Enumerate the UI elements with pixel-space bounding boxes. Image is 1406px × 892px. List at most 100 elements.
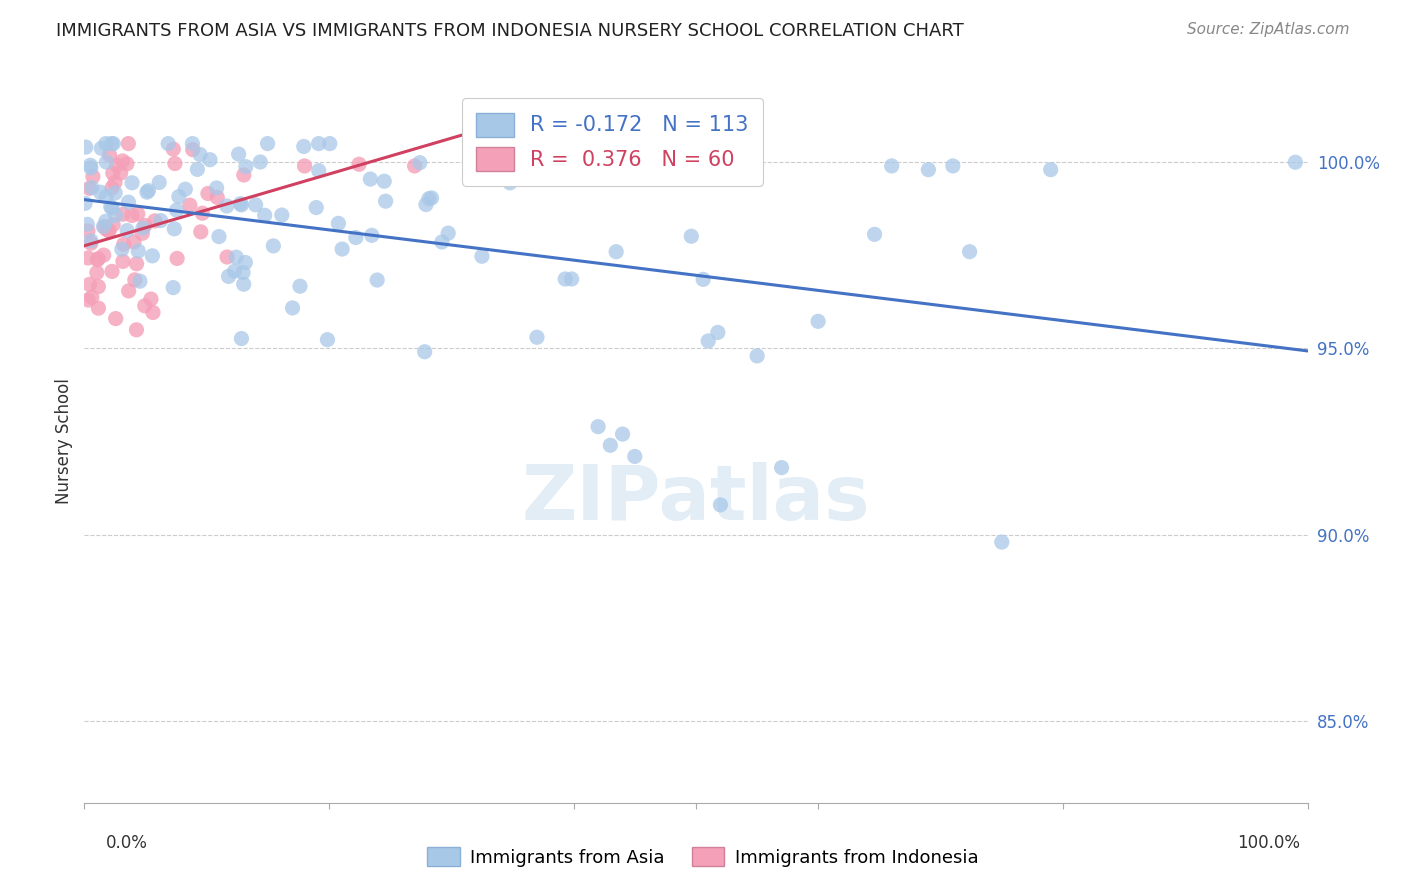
Point <box>143 214 166 228</box>
Point <box>117 136 139 151</box>
Point <box>232 277 254 292</box>
Point <box>80 180 103 194</box>
Point <box>205 181 228 195</box>
Point <box>959 244 981 259</box>
Text: 0.0%: 0.0% <box>105 834 148 852</box>
Point <box>77 293 100 307</box>
Point <box>112 237 135 252</box>
Point <box>181 143 204 157</box>
Point <box>73 196 96 211</box>
Point <box>132 221 155 235</box>
Point <box>97 223 120 237</box>
Point <box>232 168 254 182</box>
Point <box>692 272 714 286</box>
Y-axis label: Nursery School: Nursery School <box>55 378 73 505</box>
Point <box>256 136 278 151</box>
Point <box>138 184 160 198</box>
Point <box>111 242 134 256</box>
Point <box>215 199 238 213</box>
Point <box>747 349 769 363</box>
Point <box>418 192 440 206</box>
Point <box>917 162 939 177</box>
Point <box>94 136 117 151</box>
Point <box>612 427 634 442</box>
Point <box>80 234 103 248</box>
Point <box>124 273 146 287</box>
Point <box>174 182 197 196</box>
Point <box>316 333 339 347</box>
Point <box>697 334 720 348</box>
Point <box>217 250 239 264</box>
Point <box>218 269 240 284</box>
Legend: Immigrants from Asia, Immigrants from Indonesia: Immigrants from Asia, Immigrants from In… <box>420 840 986 874</box>
Point <box>76 217 98 231</box>
Point <box>115 223 138 237</box>
Point <box>125 323 148 337</box>
Point <box>232 265 254 279</box>
Point <box>127 207 149 221</box>
Point <box>328 216 350 230</box>
Point <box>605 244 627 259</box>
Point <box>129 274 152 288</box>
Point <box>404 159 426 173</box>
Point <box>101 218 124 232</box>
Point <box>94 189 117 203</box>
Point <box>101 201 124 215</box>
Point <box>231 198 253 212</box>
Point <box>709 498 731 512</box>
Point <box>591 139 613 153</box>
Point <box>467 159 489 173</box>
Point <box>115 157 138 171</box>
Point <box>197 186 219 201</box>
Point <box>80 290 103 304</box>
Point <box>149 213 172 227</box>
Point <box>163 222 186 236</box>
Point <box>409 155 432 169</box>
Point <box>79 158 101 172</box>
Point <box>101 166 124 180</box>
Point <box>77 251 100 265</box>
Point <box>415 197 437 211</box>
Point <box>79 277 101 292</box>
Point <box>157 136 180 151</box>
Point <box>104 186 127 200</box>
Point <box>82 169 104 184</box>
Point <box>225 250 247 264</box>
Point <box>104 209 127 223</box>
Point <box>190 225 212 239</box>
Legend: R = -0.172   N = 113, R =  0.376   N = 60: R = -0.172 N = 113, R = 0.376 N = 60 <box>461 98 763 186</box>
Point <box>98 224 121 238</box>
Point <box>373 174 395 188</box>
Point <box>125 257 148 271</box>
Point <box>561 272 583 286</box>
Point <box>420 191 443 205</box>
Point <box>96 155 118 169</box>
Point <box>586 419 609 434</box>
Point <box>228 147 250 161</box>
Point <box>111 254 134 268</box>
Point <box>122 235 145 249</box>
Point <box>554 272 576 286</box>
Point <box>344 230 367 244</box>
Point <box>121 209 143 223</box>
Point <box>87 279 110 293</box>
Point <box>100 136 122 151</box>
Point <box>681 229 703 244</box>
Point <box>413 344 436 359</box>
Point <box>430 235 453 249</box>
Point <box>110 166 132 180</box>
Text: ZIPatlas: ZIPatlas <box>522 462 870 536</box>
Point <box>80 161 103 175</box>
Point <box>86 266 108 280</box>
Point <box>141 249 163 263</box>
Point <box>707 326 730 340</box>
Point <box>167 189 190 203</box>
Text: Source: ZipAtlas.com: Source: ZipAtlas.com <box>1187 22 1350 37</box>
Point <box>148 176 170 190</box>
Point <box>111 207 134 221</box>
Point <box>77 224 100 238</box>
Point <box>131 227 153 241</box>
Point <box>105 158 128 172</box>
Point <box>208 229 231 244</box>
Point <box>305 201 328 215</box>
